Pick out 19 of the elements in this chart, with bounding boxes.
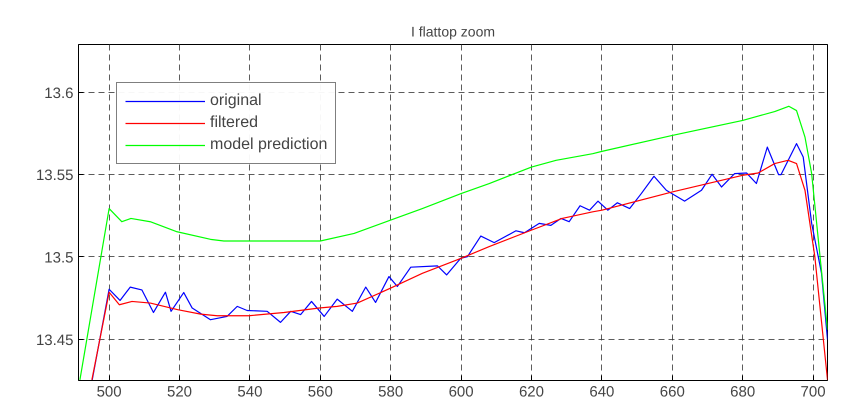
legend-label: filtered: [210, 114, 258, 132]
y-tick-label: 13.55: [36, 167, 74, 184]
x-tick-label: 520: [167, 384, 192, 400]
x-tick-label: 640: [589, 384, 614, 400]
y-tick-label: 13.5: [44, 249, 74, 266]
x-tick-label: 600: [448, 384, 474, 400]
x-tick-label: 620: [518, 384, 544, 400]
chart-title: I flattop zoom: [410, 24, 496, 40]
legend-label: original: [210, 92, 262, 110]
x-tick-label: 680: [730, 384, 756, 400]
x-tick-label: 500: [96, 384, 122, 400]
x-tick-label: 660: [660, 384, 685, 400]
x-tick-label: 700: [800, 384, 826, 400]
y-tick-label: 13.45: [36, 332, 74, 349]
x-tick-label: 560: [308, 384, 333, 400]
y-tick-label: 13.6: [44, 84, 74, 102]
x-tick-label: 540: [237, 384, 262, 400]
legend-label: model prediction: [210, 136, 328, 154]
x-tick-label: 580: [378, 384, 404, 400]
